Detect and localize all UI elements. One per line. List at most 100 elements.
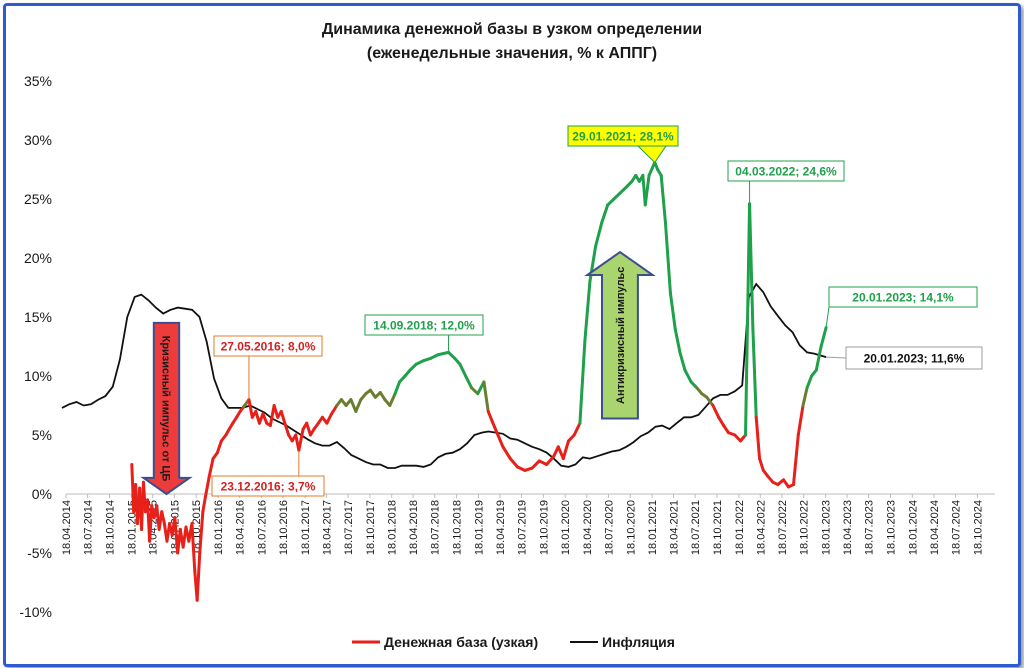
x-tick-label: 18.10.2019 [538,500,550,555]
x-tick-label: 18.01.2017 [300,500,312,555]
series-line-money-base [508,457,519,469]
y-tick-label: -5% [27,545,52,561]
series-line-money-base [801,386,809,407]
callout-label: 27.05.2016; 8,0% [221,340,316,354]
x-tick-label: 18.10.2017 [365,500,377,555]
y-tick-label: 0% [32,486,52,502]
callout-label: 23.12.2016; 3,7% [221,480,316,494]
callout-box [364,314,484,336]
callout-box [845,346,983,370]
x-tick-label: 18.10.2024 [972,500,984,555]
series-line-money-base [717,415,726,428]
series-line-money-base [545,454,556,466]
series-line-money-base [754,415,762,461]
series-line-money-base [198,510,205,555]
series-line-inflation [61,282,827,469]
callout-pointer [826,356,847,359]
legend: Денежная база (узкая) Инфляция [352,634,675,650]
callout-label: 04.03.2022; 24,6% [735,165,837,179]
x-tick-label: 18.07.2020 [603,500,615,555]
series-line-money-base [247,398,254,419]
plot-area: 35% 30% 25% 20% 15% 10% 5% 0% -5% -10% 18.04.2014 1… [19,73,995,620]
series-line-money-base [458,362,468,378]
x-tick-label: 18.10.2016 [278,500,290,555]
x-tick-label: 18.04.2021 [669,500,681,555]
anticrisis-arrow [584,250,656,420]
callout-box [567,125,679,147]
series-line-money-base [588,244,598,284]
series-line-money-base [805,374,814,390]
callout-box [727,160,845,182]
arrow-label: Антикризисный импульс [615,267,627,404]
y-tick-label: -10% [19,604,52,620]
y-tick-label: 20% [24,250,52,266]
x-tick-label: 18.07.2016 [256,500,268,555]
x-tick-label: 18.07.2018 [430,500,442,555]
series-line-money-base [796,404,805,437]
y-tick-label: 10% [24,368,52,384]
series-line-money-base [530,459,541,470]
series-line-money-base [330,404,339,416]
series-line-money-base [279,409,287,425]
legend-label-money: Денежная база (узкая) [384,634,538,650]
y-tick-label: 15% [24,309,52,325]
x-tick-label: 18.04.2020 [582,500,594,555]
series-line-money-base [673,327,682,354]
callout-box [213,335,323,357]
x-tick-label: 18.10.2014 [104,500,116,555]
x-tick-label: 18.07.2023 [864,500,876,555]
series-line-money-base [436,350,451,357]
x-tick-label: 18.01.2015 [126,500,138,555]
x-tick-label: 18.10.2023 [885,500,897,555]
series-line-money-base [195,551,202,602]
x-tick-label: 18.01.2020 [560,500,572,555]
series-line-money-base [758,457,765,472]
x-tick-label: 18.01.2022 [734,500,746,555]
series-line-money-base [491,421,500,437]
series-line-money-base [325,412,334,425]
series-line-money-base [160,510,166,525]
series-line-money-base [572,421,582,437]
x-tick-label: 18.07.2014 [83,500,95,555]
series-line-money-base [204,474,211,496]
x-tick-label: 18.04.2024 [929,500,941,555]
x-tick-label: 18.10.2022 [799,500,811,555]
series-line-money-base [659,173,667,225]
series-line-money-base [268,404,276,428]
callout-pointer [825,306,830,328]
series-line-money-base [751,327,758,419]
y-tick-label: 30% [24,132,52,148]
series-line-money-base [561,439,571,461]
callout-label: 20.01.2023; 11,6% [864,352,965,366]
callout-label: 20.01.2023; 14,1% [852,291,954,305]
series-line-money-base [190,522,197,573]
series-line-money-base [668,291,677,331]
series-line-money-base [744,202,752,437]
series-line-money-base [297,427,305,452]
series-line-money-base [583,280,592,343]
series-line-money-base [201,492,208,514]
callout-label: 14.09.2018; 12,0% [373,319,475,333]
arrow-label: Кризисный импульс от ЦБ [160,336,172,482]
x-tick-label: 18.01.2019 [473,500,485,555]
series-line-money-base [261,412,269,425]
series-line-money-base [482,380,490,413]
x-tick-label: 18.01.2024 [907,500,919,555]
y-tick-label: 25% [24,191,52,207]
chart-subtitle: (еженедельные значения, % к АППГ) [367,45,657,62]
series-line-money-base [711,404,721,419]
series-line-money-base [354,398,363,413]
series-line-money-base [464,374,474,390]
x-tick-label: 18.10.2018 [452,500,464,555]
series-line-money-base [705,395,715,407]
x-tick-label: 18.07.2017 [343,500,355,555]
series-line-money-base [501,445,512,461]
series-line-money-base [486,409,495,425]
x-tick-label: 18.04.2022 [755,500,767,555]
x-tick-label: 18.01.2016 [213,500,225,555]
series-line-money-base [305,421,312,437]
series-line-money-base [207,457,215,478]
series-line-money-base [643,173,651,207]
series-line-money-base [578,339,587,425]
